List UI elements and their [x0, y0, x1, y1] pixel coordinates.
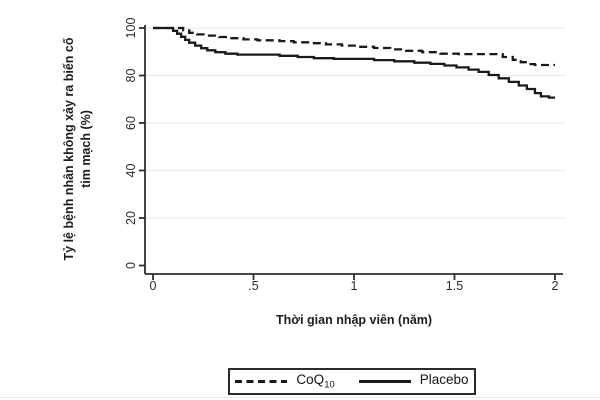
bottom-edge-divider — [0, 397, 600, 398]
x-tick-label: 1.5 — [446, 279, 463, 293]
legend: CoQ10 Placebo — [228, 368, 476, 395]
y-tick-label: 40 — [124, 164, 138, 178]
legend-entry-coq10: CoQ10 — [235, 371, 335, 391]
legend-entry-placebo: Placebo — [358, 371, 469, 390]
x-axis-title: Thời gian nhập viên (năm) — [275, 313, 433, 327]
legend-line-sample-dashed — [235, 380, 288, 383]
y-tick-label: 20 — [124, 211, 138, 225]
curve-coq10 — [153, 26, 555, 67]
y-axis-title-line1: Tỷ lệ bệnh nhân không xảy ra biến cố — [62, 37, 76, 261]
legend-label-coq10: CoQ10 — [296, 371, 335, 391]
x-tick-label: .5 — [248, 279, 258, 293]
curve-placebo — [153, 26, 555, 99]
y-axis-title: Tỷ lệ bệnh nhân không xảy ra biến cố tim… — [61, 29, 97, 269]
y-axis-title-line2: tim mạch (%) — [79, 110, 93, 188]
legend-line-sample-solid — [358, 380, 411, 383]
legend-label-placebo: Placebo — [419, 371, 469, 387]
y-tick-label: 0 — [124, 262, 138, 269]
x-tick-label: 2 — [552, 279, 559, 293]
x-tick-label: 0 — [150, 279, 157, 293]
y-tick-label: 60 — [124, 116, 138, 130]
y-tick-label: 100 — [124, 18, 138, 39]
y-tick-label: 80 — [124, 69, 138, 83]
x-tick-label: 1 — [351, 279, 358, 293]
